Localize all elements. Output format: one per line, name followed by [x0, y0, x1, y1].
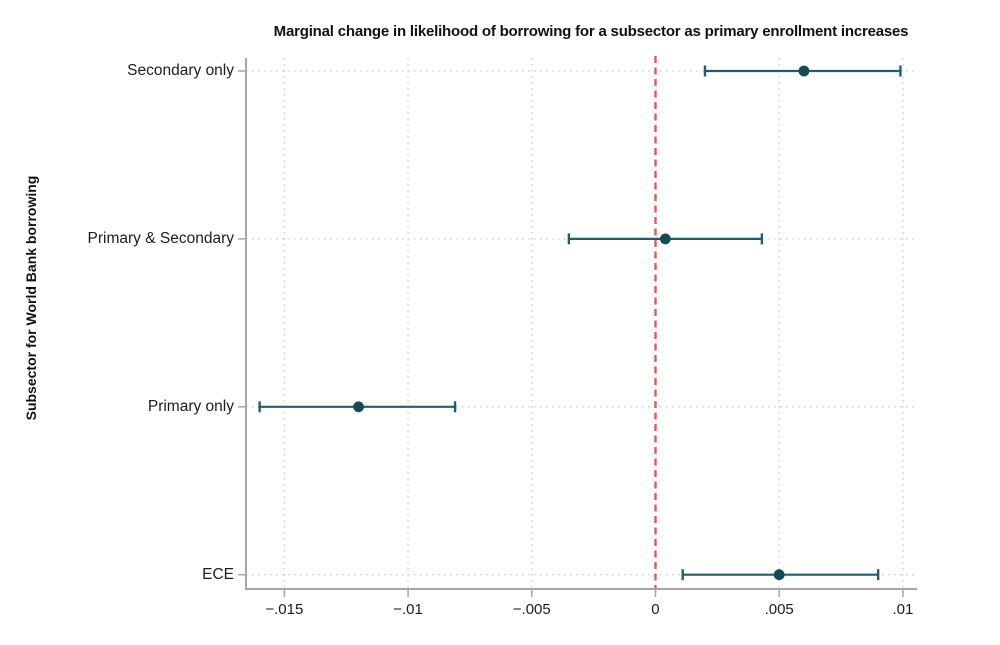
chart-title: Marginal change in likelihood of borrowi… [273, 23, 909, 40]
point-estimate-marker [773, 569, 785, 581]
x-tick-label: −.01 [393, 601, 423, 618]
category-label: Primary only [147, 397, 234, 415]
category-label: Primary & Secondary [87, 229, 234, 247]
point-estimate-marker [659, 233, 671, 245]
category-label: Secondary only [127, 62, 234, 79]
x-tick-label: −.005 [512, 601, 551, 618]
point-estimate-marker [798, 65, 810, 77]
point-estimate-marker [353, 401, 364, 413]
x-tick-label: .01 [892, 601, 914, 618]
x-tick-label: 0 [651, 601, 660, 618]
x-tick-label: .005 [764, 601, 794, 618]
category-label: ECE [202, 565, 234, 583]
x-tick-label: −.015 [265, 601, 304, 618]
